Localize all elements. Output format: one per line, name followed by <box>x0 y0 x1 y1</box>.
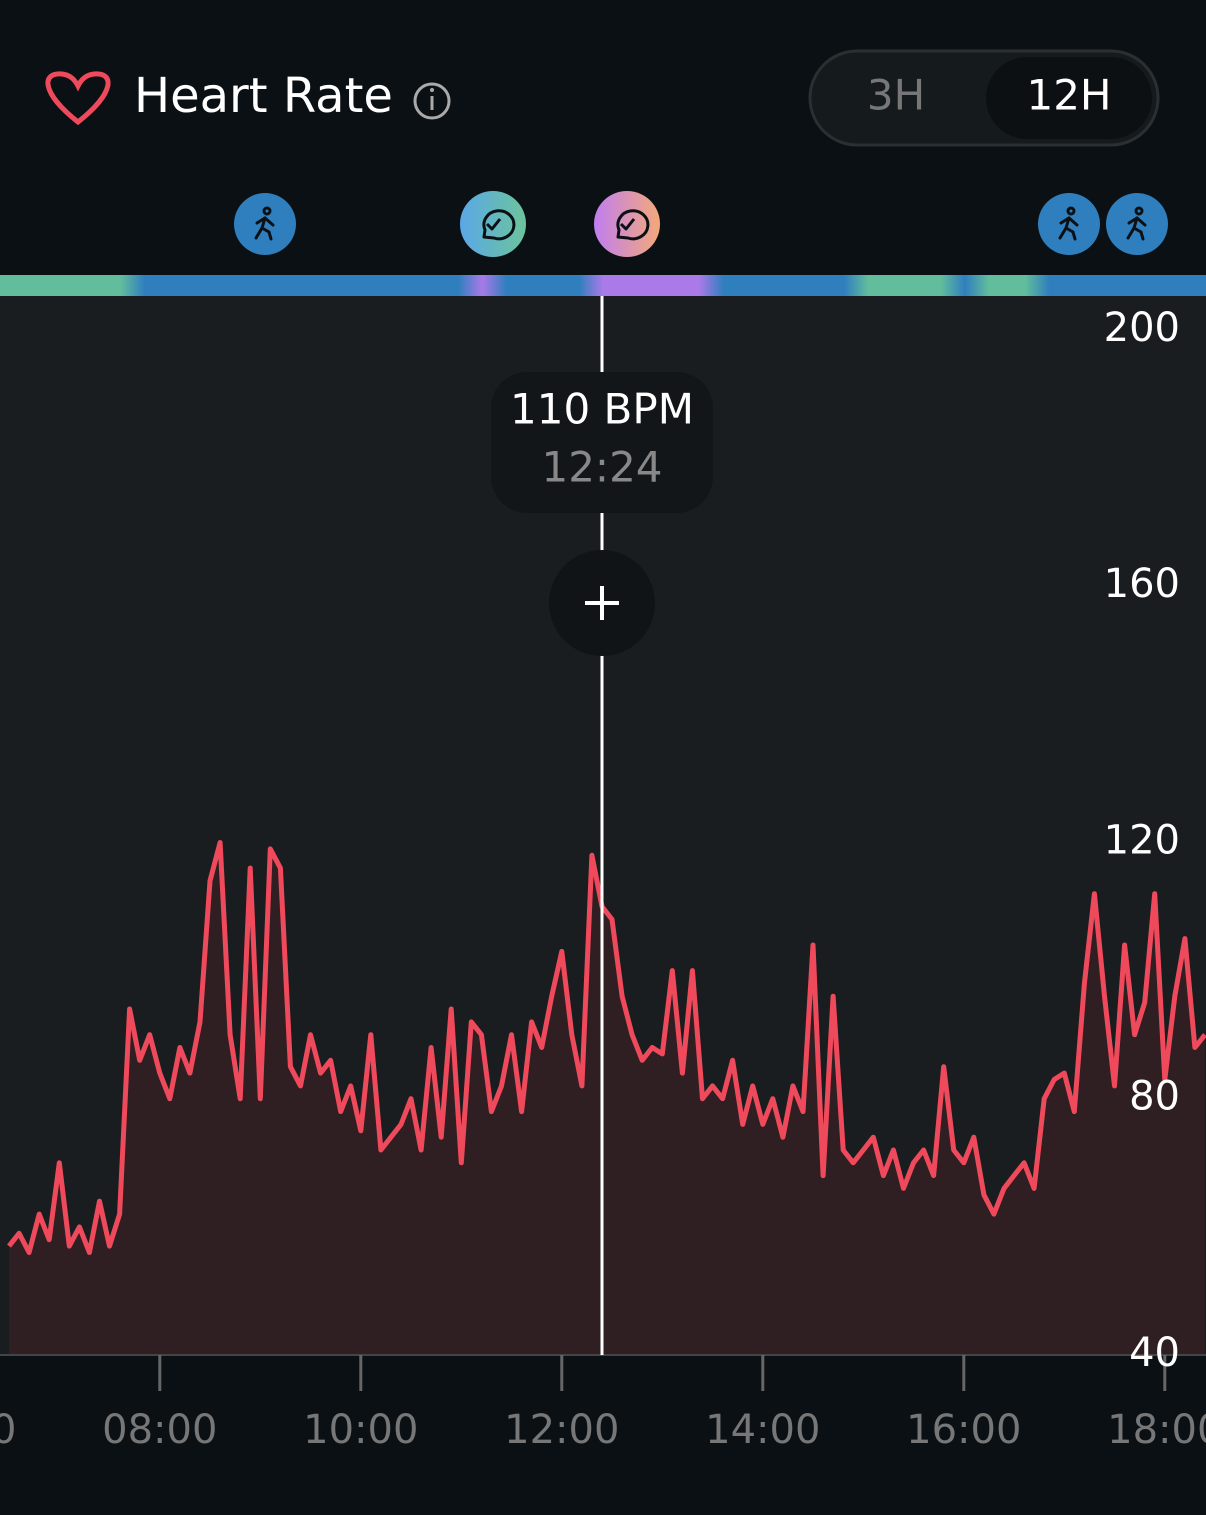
heart-icon <box>45 71 111 126</box>
x-tick-label: 06:00 <box>0 1407 16 1453</box>
info-icon[interactable] <box>413 82 451 120</box>
range-option[interactable]: 12H <box>1026 71 1111 120</box>
x-tick-label: 14:00 <box>705 1407 820 1453</box>
title: Heart Rate <box>134 68 393 124</box>
range-active <box>986 57 1152 139</box>
x-tick-label: 08:00 <box>102 1407 217 1453</box>
x-tick-label: 10:00 <box>303 1407 418 1453</box>
tooltip <box>490 372 713 513</box>
y-tick-label: 120 <box>1104 817 1180 863</box>
activity-icon[interactable] <box>1106 193 1168 255</box>
walker <box>254 206 275 241</box>
y-tick-label: 40 <box>1129 1330 1180 1376</box>
y-tick-label: 80 <box>1129 1074 1180 1120</box>
checkin-icon[interactable] <box>460 191 526 257</box>
add-glyph <box>584 586 619 620</box>
activity-icon[interactable] <box>234 193 296 255</box>
walker <box>1126 206 1147 241</box>
walker <box>1058 206 1079 241</box>
checkin-icon[interactable] <box>594 191 660 257</box>
y-tick-label: 160 <box>1104 561 1180 607</box>
x-tick-label: 18:00 <box>1107 1407 1206 1453</box>
x-tick-label: 12:00 <box>504 1407 619 1453</box>
area-fill <box>9 842 1205 1355</box>
activity-stripe <box>0 275 1206 296</box>
tooltip-time: 12:24 <box>541 443 662 492</box>
checkin-glyph <box>482 209 516 241</box>
heart-rate-line <box>7 840 1206 1255</box>
range-option[interactable]: 3H <box>867 71 925 120</box>
tooltip-value: 110 BPM <box>510 385 694 434</box>
y-tick-label: 200 <box>1104 305 1180 351</box>
x-tick-label: 16:00 <box>906 1407 1021 1453</box>
event-icons <box>234 191 1168 257</box>
checkin-glyph <box>616 209 650 241</box>
activity-icon[interactable] <box>1038 193 1100 255</box>
plot: 06:00 08:00 10:00 12:00 14:00 16:00 18:00 40 80 1… <box>0 296 1206 1453</box>
